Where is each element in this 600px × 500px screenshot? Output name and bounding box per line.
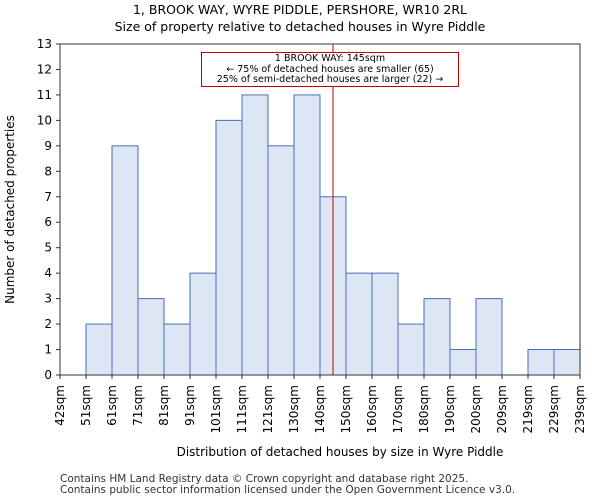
x-axis-label: Distribution of detached houses by size … bbox=[177, 445, 504, 459]
plot-frame bbox=[59, 43, 581, 376]
x-tick-label: 209sqm bbox=[495, 385, 509, 433]
x-tick-label: 61sqm bbox=[105, 385, 119, 426]
bar-130sqm bbox=[293, 94, 321, 376]
y-tick-label: 1 bbox=[44, 343, 52, 357]
x-tick-label: 170sqm bbox=[391, 385, 405, 433]
x-tick-label: 121sqm bbox=[261, 385, 275, 433]
annotation-line-1: 1 BROOK WAY: 145sqm bbox=[274, 53, 386, 64]
chart-subtitle: Size of property relative to detached ho… bbox=[114, 19, 486, 34]
bar-61sqm bbox=[111, 145, 139, 376]
x-tick-label: 160sqm bbox=[365, 385, 379, 433]
x-tick-label: 111sqm bbox=[235, 385, 249, 433]
y-axis-label: Number of detached properties bbox=[3, 115, 17, 304]
y-tick-label: 0 bbox=[44, 368, 52, 382]
x-tick-label: 239sqm bbox=[573, 385, 587, 433]
bar-160sqm bbox=[371, 272, 399, 376]
bar-91sqm bbox=[189, 272, 217, 376]
y-tick-label: 13 bbox=[37, 37, 52, 51]
x-tick-label: 150sqm bbox=[339, 385, 353, 433]
x-tick-label: 140sqm bbox=[313, 385, 327, 433]
x-tick-label: 130sqm bbox=[287, 385, 301, 433]
bar-229sqm bbox=[553, 349, 581, 376]
y-tick-label: 2 bbox=[44, 317, 52, 331]
x-tick-label: 229sqm bbox=[547, 385, 561, 433]
y-tick-label: 8 bbox=[44, 164, 52, 178]
y-tick-label: 11 bbox=[37, 88, 52, 102]
x-tick-label: 219sqm bbox=[521, 385, 535, 433]
x-tick-label: 42sqm bbox=[53, 385, 67, 426]
y-tick-label: 5 bbox=[44, 241, 52, 255]
annotation-line-3: 25% of semi-detached houses are larger (… bbox=[216, 74, 444, 85]
x-tick-label: 101sqm bbox=[209, 385, 223, 433]
x-tick-label: 51sqm bbox=[79, 385, 93, 426]
bar-190sqm bbox=[449, 349, 477, 376]
annotation-box: 1 BROOK WAY: 145sqm ← 75% of detached ho… bbox=[201, 52, 459, 87]
bars-group bbox=[85, 94, 581, 376]
x-tick-label: 180sqm bbox=[417, 385, 431, 433]
x-tick-label: 91sqm bbox=[183, 385, 197, 426]
bar-71sqm bbox=[137, 298, 165, 376]
bar-121sqm bbox=[267, 145, 295, 376]
x-tick-label: 200sqm bbox=[469, 385, 483, 433]
y-tick-label: 7 bbox=[44, 190, 52, 204]
footer-line-2: Contains public sector information licen… bbox=[60, 484, 516, 496]
y-tick-label: 4 bbox=[44, 266, 52, 280]
x-tick-label: 81sqm bbox=[157, 385, 171, 426]
footer-line-1: Contains HM Land Registry data © Crown c… bbox=[60, 473, 469, 485]
x-tick-label: 71sqm bbox=[131, 385, 145, 426]
bar-219sqm bbox=[527, 349, 555, 376]
y-tick-label: 3 bbox=[44, 292, 52, 306]
bar-170sqm bbox=[397, 323, 425, 376]
chart-title: 1, BROOK WAY, WYRE PIDDLE, PERSHORE, WR1… bbox=[132, 2, 468, 17]
bar-200sqm bbox=[475, 298, 503, 376]
y-tick-label: 6 bbox=[44, 215, 52, 229]
x-tick-label: 190sqm bbox=[443, 385, 457, 433]
y-tick-label: 10 bbox=[37, 113, 52, 127]
bar-51sqm bbox=[85, 323, 113, 376]
bar-81sqm bbox=[163, 323, 191, 376]
bar-111sqm bbox=[241, 94, 269, 376]
y-tick-label: 9 bbox=[44, 139, 52, 153]
bar-101sqm bbox=[215, 119, 243, 376]
annotation-line-2: ← 75% of detached houses are smaller (65… bbox=[226, 63, 434, 75]
y-tick-label: 12 bbox=[37, 62, 52, 76]
bar-180sqm bbox=[423, 298, 451, 376]
bar-150sqm bbox=[345, 272, 373, 376]
